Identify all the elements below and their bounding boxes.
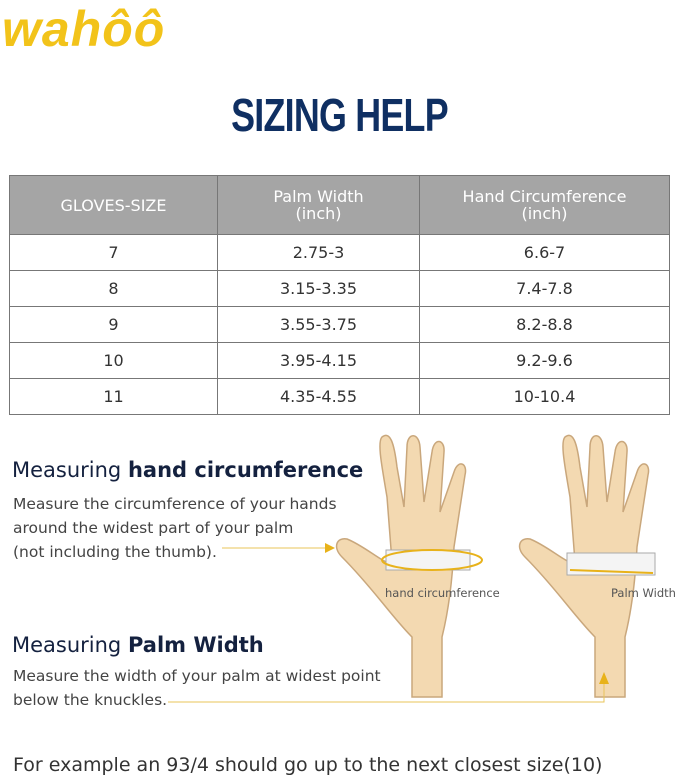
size-cell: 10: [9, 342, 218, 379]
footer-note: For example an 93/4 should go up to the …: [13, 754, 603, 776]
circ-cell: 8.2-8.8: [419, 306, 670, 343]
palm-width-arrow-icon: [569, 569, 654, 574]
palm-heading: Measuring Palm Width: [12, 633, 264, 657]
measuring-tape-icon: [566, 552, 656, 576]
table-header: GLOVES-SIZE Palm Width (inch) Hand Circum…: [9, 175, 670, 235]
circ-description: Measure the circumference of your hands a…: [13, 495, 337, 561]
arrow-right-icon: [325, 543, 335, 553]
palm-cell: 3.15-3.35: [217, 270, 420, 307]
palm-cell: 3.55-3.75: [217, 306, 420, 343]
circ-heading: Measuring hand circumference: [12, 458, 364, 482]
header-hand-circumference: Hand Circumference (inch): [419, 175, 670, 235]
table-row: 7 2.75-3 6.6-7: [9, 234, 670, 271]
table-row: 9 3.55-3.75 8.2-8.8: [9, 306, 670, 343]
palm-cell: 2.75-3: [217, 234, 420, 271]
header-palm-width: Palm Width (inch): [217, 175, 420, 235]
palm-description: Measure the width of your palm at widest…: [13, 667, 381, 709]
palm-cell: 4.35-4.55: [217, 378, 420, 415]
header-gloves-size: GLOVES-SIZE: [9, 175, 218, 235]
circ-cell: 7.4-7.8: [419, 270, 670, 307]
wahoo-logo: wahôô: [2, 1, 166, 57]
circ-cell: 10-10.4: [419, 378, 670, 415]
palm-cell: 3.95-4.15: [217, 342, 420, 379]
page-title: SIZING HELP: [231, 89, 448, 141]
table-row: 11 4.35-4.55 10-10.4: [9, 378, 670, 415]
table-row: 8 3.15-3.35 7.4-7.8: [9, 270, 670, 307]
size-cell: 11: [9, 378, 218, 415]
circumference-loop-icon: [381, 549, 483, 571]
size-table: GLOVES-SIZE Palm Width (inch) Hand Circum…: [9, 175, 670, 415]
arrow-up-icon: [599, 672, 609, 684]
hand-circumference-label: hand circumference: [385, 586, 500, 600]
size-cell: 7: [9, 234, 218, 271]
table-row: 10 3.95-4.15 9.2-9.6: [9, 342, 670, 379]
palm-width-label: Palm Width: [611, 586, 676, 600]
